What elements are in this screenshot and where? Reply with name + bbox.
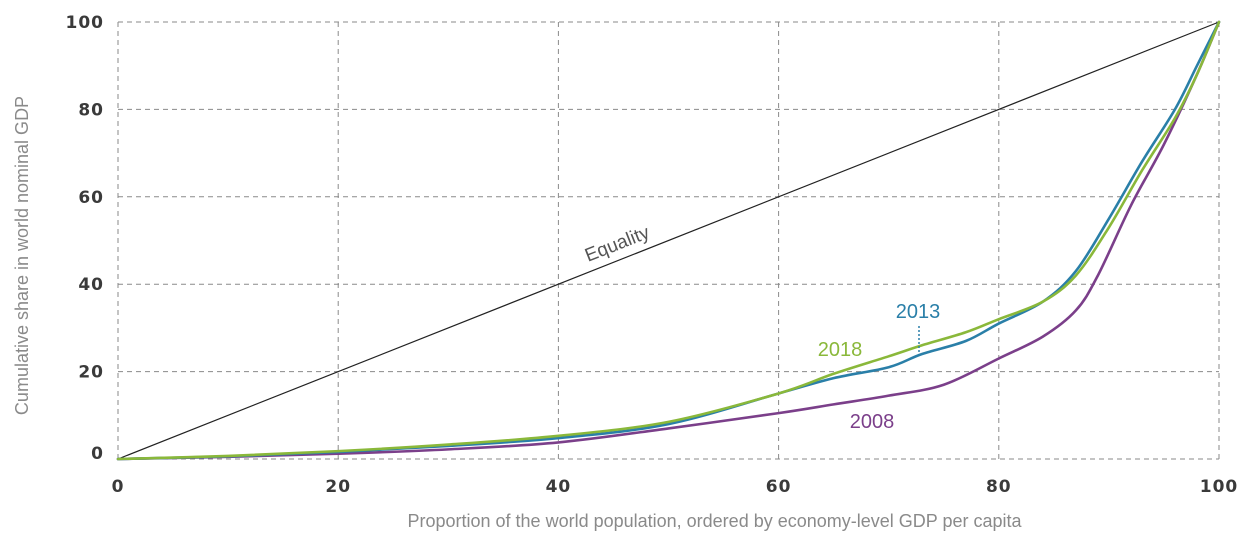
series-label-2008: 2008	[850, 411, 895, 433]
series-line-2008	[116, 20, 1221, 461]
y-tick-label: 40	[78, 275, 104, 295]
y-axis-title: Cumulative share in world nominal GDP	[12, 96, 32, 415]
x-tick-label: 100	[1200, 477, 1239, 497]
y-tick-label: 100	[66, 13, 105, 33]
series-line-2018	[116, 20, 1221, 461]
y-tick-label: 20	[78, 363, 104, 383]
grid-layer	[117, 21, 1220, 460]
y-tick-label: 60	[78, 188, 104, 208]
series-label-2018: 2018	[818, 339, 863, 361]
y-tick-label: 0	[91, 444, 104, 464]
x-tick-label: 40	[546, 477, 572, 497]
x-tick-label: 80	[986, 477, 1012, 497]
equality-label: Equality	[582, 222, 653, 267]
x-tick-label: 60	[766, 477, 792, 497]
x-tick-label: 0	[112, 477, 125, 497]
line-layer	[116, 20, 1221, 461]
tick-layer: 0 20 40 60 80 100 0 20 40 60 80 100	[66, 13, 1239, 497]
equality-line	[117, 21, 1220, 460]
y-tick-label: 80	[78, 100, 104, 120]
x-tick-label: 20	[325, 477, 351, 497]
series-label-2013: 2013	[896, 301, 941, 323]
x-axis-title: Proportion of the world population, orde…	[407, 511, 1022, 531]
